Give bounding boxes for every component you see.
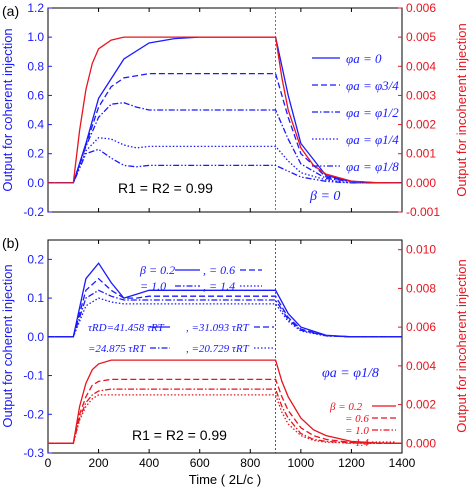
panel-a-frame [47,7,403,213]
left-tick-label: 1.0 [27,30,44,44]
series-line [48,137,402,184]
x-tick-label: 400 [139,456,159,470]
left-tick-label: 0.0 [27,176,44,190]
left-tick-label: -0.2 [23,407,44,421]
left-tick-label: 0.2 [27,252,44,266]
right-tick-label: 0.010 [406,243,436,257]
left-tick-label: 0.1 [27,291,44,305]
panel-a-right-ylabel: Output for incoherent injection [454,23,469,196]
panel-a-label: (a) [2,3,19,19]
panel-b-ticks: 0 200 400 600 800 1000 1200 1400 -0.3 -0.2 -0.1 0.0… [23,240,436,470]
left-tick-label: 0.2 [27,147,44,161]
legend-tau-label: τRD=41.458 τRT [88,322,165,334]
panel-a: -0.2 0.0 0.2 0.4 0.6 0.8 1.0 1.2 -0.001 0.000 0.00… [0,1,469,219]
left-tick-label: 0.0 [27,330,44,344]
panel-a-legend: φa = 0 φa = φ3/4 φa = φ1/2 φa = φ1/4 φa = φ1… [312,51,399,174]
left-tick-label: 0.8 [27,59,44,73]
legend-label: φa = φ1/4 [346,132,399,147]
x-tick-label: 1200 [338,456,365,470]
x-tick-label: 600 [190,456,210,470]
panel-b-phase-label: φa = φ1/8 [322,366,379,381]
series-line [48,297,402,338]
panel-b: 0 200 400 600 800 1000 1200 1400 -0.3 -0.2 -0.1 0.0… [0,235,469,487]
panel-b-frame [47,239,403,454]
x-tick-label: 200 [89,456,109,470]
legend-label: β = 0.2 [139,263,175,277]
legend-label: φa = 0 [346,51,382,66]
series-line [48,102,402,184]
series-line [48,378,403,444]
series-line [48,359,403,444]
x-tick-label: 800 [240,456,260,470]
panel-b-right-ylabel: Output for incoherent injection [454,259,469,432]
panel-b-legend: β = 0.2 , = 0.6 = 1.0 , = 1.4 τRD=41.458 τRT… [88,263,396,449]
series-line [48,289,402,338]
legend-tau-label: , =31.093 τRT [186,322,250,334]
legend-tau-label: , =20.729 τRT [186,343,250,355]
panel-a-annotation: R1 = R2 = 0.99 [118,180,213,196]
left-tick-label: 1.2 [27,1,44,15]
panel-b-left-ylabel: Output for coherent injection [0,264,15,427]
right-tick-label: -0.001 [406,205,440,219]
right-tick-label: 0.002 [406,118,436,132]
panel-b-label: (b) [2,235,19,251]
series-line [48,388,402,444]
legend-label: , = 1.4 [203,279,235,293]
right-tick-label: 0.002 [406,398,436,412]
right-tick-label: 0.001 [406,147,436,161]
x-tick-label: 1000 [288,456,315,470]
legend-label: = 1.0 [345,425,369,437]
right-tick-label: 0.000 [406,436,436,450]
left-tick-label: -0.2 [23,205,44,219]
legend-label: = 1.4 [345,437,369,449]
legend-label: φa = φ3/4 [346,78,399,93]
panel-b-series [48,262,403,444]
legend-label: β = 0.2 [329,401,363,413]
legend-label: = 1.0 [140,279,166,293]
right-tick-label: 0.008 [406,281,436,295]
legend-tau-label: =24.875 τRT [88,343,146,355]
panel-a-beta-label: β = 0 [309,189,340,204]
right-tick-label: 0.003 [406,88,436,102]
series-line [48,72,402,184]
x-tick-label: 1400 [389,456,416,470]
right-tick-label: 0.004 [406,59,436,73]
right-tick-label: 0.000 [406,176,436,190]
legend-label: φa = φ1/2 [346,105,399,120]
x-axis-label: Time ( 2L/c ) [189,472,261,487]
panel-a-left-ylabel: Output for coherent injection [0,28,15,191]
right-tick-label: 0.006 [406,1,436,15]
x-tick-label: 0 [45,456,52,470]
right-tick-label: 0.004 [406,359,436,373]
legend-label: = 0.6 [345,413,369,425]
right-tick-label: 0.005 [406,30,436,44]
left-tick-label: 0.6 [27,88,44,102]
left-tick-label: 0.4 [27,118,44,132]
panel-a-ticks: -0.2 0.0 0.2 0.4 0.6 0.8 1.0 1.2 -0.001 0.000 0.00… [23,1,440,219]
left-tick-label: -0.3 [23,446,44,460]
panel-b-annotation: R1 = R2 = 0.99 [132,427,227,443]
legend-label: φa = φ1/8 [346,159,399,174]
left-tick-label: -0.1 [23,369,44,383]
series-line [48,36,403,184]
series-line [48,148,402,184]
legend-label: , = 0.6 [203,263,235,277]
panel-a-series [48,36,403,184]
right-tick-label: 0.006 [406,320,436,334]
